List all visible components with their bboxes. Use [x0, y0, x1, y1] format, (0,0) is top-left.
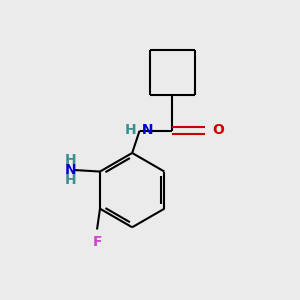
Text: N: N — [136, 123, 153, 137]
Text: O: O — [212, 123, 224, 137]
Text: N: N — [64, 163, 76, 177]
Text: H: H — [64, 173, 76, 188]
Text: F: F — [92, 235, 102, 249]
Text: H: H — [64, 153, 76, 167]
Text: H: H — [125, 123, 136, 137]
